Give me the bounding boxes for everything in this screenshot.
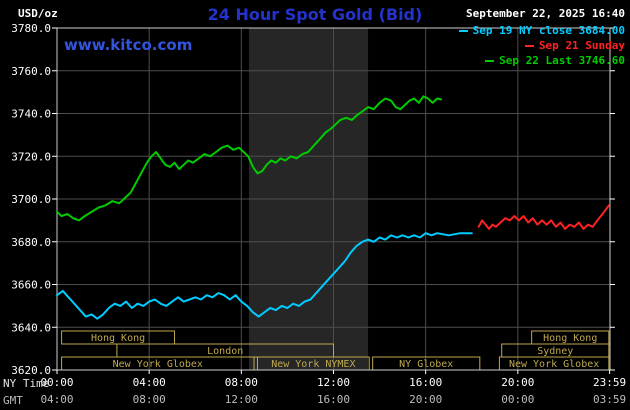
session-label: NY Globex [399,359,453,370]
session-label: Sydney [537,346,573,357]
unit-label: USD/oz [18,7,58,20]
y-tick-label: 3760.0 [11,65,51,78]
page-title: 24 Hour Spot Gold (Bid) [207,5,423,24]
y-tick-label: 3720.0 [11,150,51,163]
price-series-sep19 [56,232,473,320]
session-label: Hong Kong [543,333,597,344]
chart-datetime: September 22, 2025 16:40 [466,7,625,20]
session-label: New York NYMEX [271,359,355,370]
x-tick-label-gmt: 20:00 [409,393,442,406]
x-tick-label-gmt: 03:59 [593,393,626,406]
x-tick-label-gmt: 04:00 [40,393,73,406]
x-tick-label-gmt: 08:00 [133,393,166,406]
y-tick-label: 3740.0 [11,108,51,121]
x-tick-label-gmt: 16:00 [317,393,350,406]
price-series-sep21 [477,204,610,230]
price-series-sep22 [56,95,443,222]
legend-swatch [524,44,534,47]
session-label: New York Globex [509,359,599,370]
legend-label: Sep 22 Last 3746.60 [499,54,625,67]
legend-swatch [485,59,495,62]
legend-item: Sep 21 Sunday [524,39,625,52]
y-tick-label: 3680.0 [11,236,51,249]
kitco-link[interactable]: www.kitco.com [64,36,193,54]
y-tick-label: 3620.0 [11,364,51,377]
legend-swatch [458,29,468,32]
y-tick-label: 3780.0 [11,22,51,35]
y-tick-label: 3660.0 [11,279,51,292]
x-tick-label-gmt: 00:00 [501,393,534,406]
x-tick-label-ny: 20:00 [501,376,534,389]
session-label: London [207,346,243,357]
x-tick-label-gmt: 12:00 [225,393,258,406]
legend-label: Sep 21 Sunday [538,39,625,52]
legend-item: Sep 19 NY close 3684.00 [458,24,625,37]
legend: Sep 19 NY close 3684.00 Sep 21 Sunday Sep … [458,24,625,67]
legend-label: Sep 19 NY close 3684.00 [472,24,625,37]
x-tick-label-ny: 23:59 [593,376,626,389]
session-label: Hong Kong [91,333,145,344]
ny-time-axis-label: NY Time [3,377,50,390]
x-tick-label-ny: 16:00 [409,376,442,389]
x-tick-label-ny: 12:00 [317,376,350,389]
x-tick-label-ny: 04:00 [133,376,166,389]
session-label: New York Globex [113,359,203,370]
legend-item: Sep 22 Last 3746.60 [485,54,625,67]
gmt-axis-label: GMT [3,394,23,407]
x-tick-label-ny: 00:00 [40,376,73,389]
y-tick-label: 3700.0 [11,193,51,206]
y-tick-label: 3640.0 [11,321,51,334]
x-tick-label-ny: 08:00 [225,376,258,389]
